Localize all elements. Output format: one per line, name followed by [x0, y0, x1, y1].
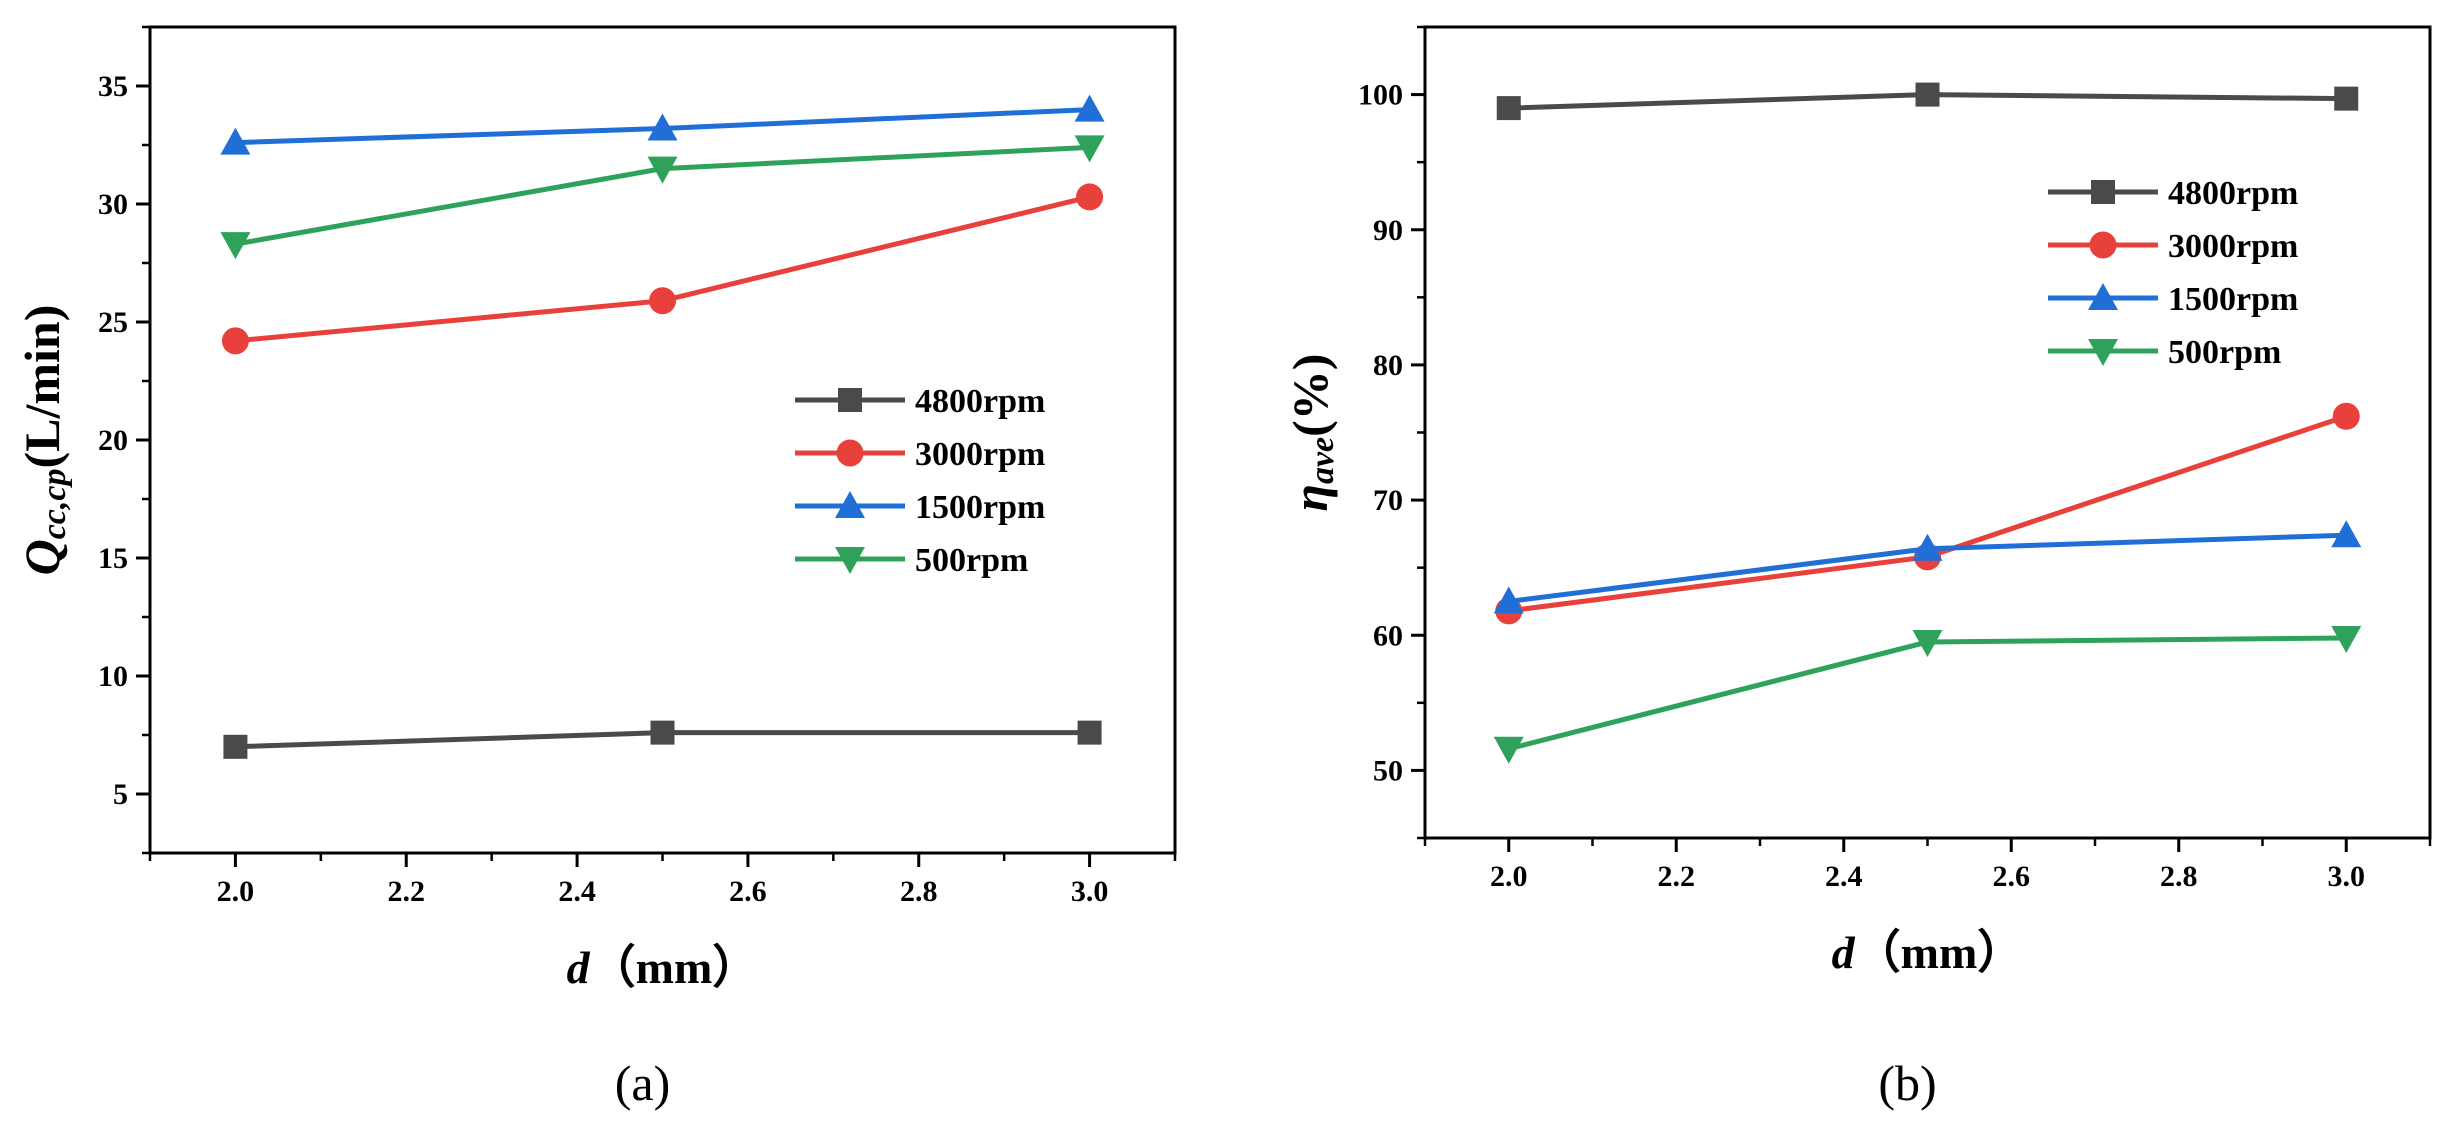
y-tick-label: 50 [1373, 754, 1403, 787]
legend: 4800rpm 3000rpm 1500rpm 500rpm [795, 383, 1045, 579]
legend-marker-4800rpm [838, 388, 862, 412]
data-point-4800rpm [1496, 96, 1521, 121]
data-point-3000rpm [649, 287, 676, 315]
legend-label: 4800rpm [915, 383, 1045, 420]
x-tick-label: 2.6 [729, 875, 767, 908]
data-point-500rpm [220, 232, 251, 260]
x-tick-label: 2.4 [558, 875, 596, 908]
legend-marker-1500rpm [2088, 283, 2118, 310]
x-axis-label-symbol: d [567, 942, 591, 993]
data-point-1500rpm [1074, 94, 1105, 122]
data-point-3000rpm [221, 327, 249, 355]
data-point-500rpm [2331, 625, 2362, 653]
y-tick-label: 30 [98, 188, 128, 221]
y-tick-label: 10 [98, 660, 128, 693]
legend-label: 3000rpm [915, 436, 1045, 473]
panel-label: (b) [1878, 1055, 1936, 1111]
legend-label: 3000rpm [2168, 228, 2298, 265]
y-tick-label: 35 [98, 70, 128, 103]
x-axis-label: d（mm） [567, 942, 759, 993]
x-axis-label: d（mm） [1832, 927, 2024, 978]
data-point-500rpm [1074, 135, 1105, 163]
legend-marker-3000rpm [2089, 231, 2117, 259]
legend-label: 4800rpm [2168, 175, 2298, 212]
y-axis-label-subscript: cc,cp [36, 469, 73, 540]
y-axis-label: ηave(%) [1282, 354, 1341, 512]
legend-marker-3000rpm [836, 439, 864, 467]
x-tick-label: 2.2 [388, 875, 426, 908]
y-axis-label-symbol: Q [14, 539, 70, 575]
x-tick-label: 2.8 [900, 875, 938, 908]
data-point-500rpm [1493, 736, 1524, 764]
data-point-4800rpm [650, 720, 675, 745]
y-tick-label: 90 [1373, 214, 1403, 247]
plot-frame [1423, 25, 2432, 840]
chart-panel-b: 2.0 2.2 2.4 2.6 2.8 3.0 50 60 70 80 90 100 4800rpm 30… [1282, 25, 2432, 1111]
legend-marker-500rpm [2088, 339, 2118, 366]
y-tick-label: 5 [113, 778, 128, 811]
data-point-4800rpm [1077, 720, 1102, 745]
y-tick-label: 60 [1373, 619, 1403, 652]
legend: 4800rpm 3000rpm 1500rpm 500rpm [2048, 175, 2298, 371]
y-tick-label: 15 [98, 542, 128, 575]
x-tick-label: 2.2 [1658, 860, 1696, 893]
legend-label: 500rpm [2168, 334, 2281, 371]
data-point-1500rpm [1493, 586, 1524, 614]
legend-label: 1500rpm [915, 489, 1045, 526]
x-tick-label: 3.0 [1071, 875, 1109, 908]
data-point-1500rpm [220, 127, 251, 155]
x-axis-label-unit: （mm） [590, 942, 759, 993]
y-axis-label-unit: (%) [1282, 354, 1338, 437]
series-line-3000rpm [235, 194, 1091, 344]
x-tick-label: 2.4 [1825, 860, 1863, 893]
y-tick-label: 25 [98, 306, 128, 339]
y-tick-label: 20 [98, 424, 128, 457]
series-line-3000rpm [1508, 413, 2348, 614]
y-axis-label-unit: (L/min) [14, 305, 70, 469]
panel-label: (a) [615, 1055, 671, 1111]
legend-marker-4800rpm [2091, 180, 2115, 204]
x-tick-label: 3.0 [2328, 860, 2366, 893]
x-axis-label-symbol: d [1832, 927, 1856, 978]
y-tick-label: 100 [1358, 79, 1403, 112]
y-axis-label-subscript: ave [1304, 437, 1341, 484]
x-axis-label-unit: （mm） [1855, 927, 2024, 978]
x-tick-label: 2.6 [1993, 860, 2031, 893]
data-point-3000rpm [2332, 402, 2360, 430]
legend-label: 500rpm [915, 542, 1028, 579]
legend-marker-500rpm [835, 547, 865, 574]
y-axis-label: Qcc,cp(L/min) [14, 305, 73, 576]
data-point-4800rpm [2334, 86, 2359, 111]
data-point-1500rpm [2331, 520, 2362, 548]
x-tick-label: 2.0 [217, 875, 255, 908]
data-point-500rpm [1912, 630, 1943, 658]
data-point-3000rpm [1076, 183, 1104, 211]
data-point-4800rpm [223, 734, 248, 759]
y-tick-label: 70 [1373, 484, 1403, 517]
x-tick-label: 2.8 [2160, 860, 2198, 893]
data-point-4800rpm [1915, 82, 1940, 107]
x-tick-label: 2.0 [1490, 860, 1528, 893]
y-tick-label: 80 [1373, 349, 1403, 382]
data-point-500rpm [647, 156, 678, 184]
chart-panel-a: 2.0 2.2 2.4 2.6 2.8 3.0 5 10 15 20 25 30 35 4800rpm 30… [14, 25, 1177, 1111]
legend-label: 1500rpm [2168, 281, 2298, 318]
legend-marker-1500rpm [835, 491, 865, 518]
data-point-1500rpm [1912, 533, 1943, 561]
y-axis-label-symbol: η [1282, 484, 1338, 511]
data-point-1500rpm [647, 113, 678, 141]
